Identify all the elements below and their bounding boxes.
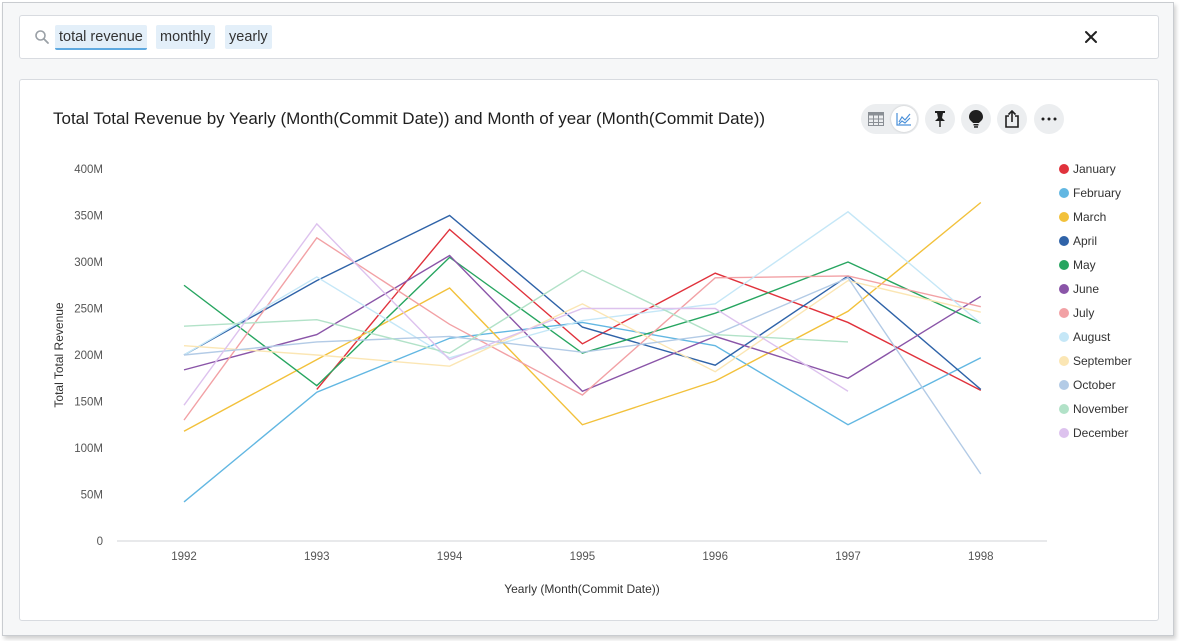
legend-swatch (1059, 380, 1069, 390)
legend-item: July (1073, 306, 1094, 320)
search-token-monthly[interactable]: monthly (156, 25, 215, 49)
legend-item: November (1073, 402, 1128, 416)
share-icon (1005, 110, 1019, 128)
series-line-september (183, 279, 981, 373)
table-view-button[interactable] (863, 106, 889, 132)
line-chart-icon (896, 113, 911, 126)
legend-swatch (1059, 164, 1069, 174)
y-tick-label: 400M (74, 164, 103, 176)
legend-item: February (1073, 186, 1121, 200)
legend-swatch (1059, 356, 1069, 366)
chart-title: Total Total Revenue by Yearly (Month(Com… (53, 109, 766, 128)
y-tick-label: 200M (74, 350, 103, 362)
line-chart: 0 50M 100M 150M 200M 250M 300M 350M 400M 1992 1993… (52, 162, 1132, 596)
legend-swatch (1059, 428, 1069, 438)
x-tick-label: 1998 (968, 551, 994, 563)
legend-item: April (1073, 234, 1097, 248)
pin-button[interactable] (925, 104, 955, 134)
close-icon[interactable] (1082, 28, 1100, 46)
view-toggle (861, 104, 919, 134)
legend-item: May (1073, 258, 1096, 272)
series-line-may (183, 256, 982, 387)
search-bar[interactable]: total revenue monthly yearly (19, 15, 1159, 59)
y-tick-label: 300M (74, 257, 103, 269)
legend-swatch (1059, 188, 1069, 198)
series-line-august (183, 210, 982, 359)
y-tick-label: 50M (81, 490, 103, 502)
x-tick-label: 1994 (437, 551, 463, 563)
more-icon (1041, 117, 1057, 121)
table-icon (868, 112, 884, 126)
legend-item: March (1073, 210, 1106, 224)
pin-icon (935, 111, 945, 127)
y-tick-label: 150M (74, 397, 103, 409)
search-token-yearly[interactable]: yearly (225, 25, 272, 49)
series-line-january (316, 228, 982, 391)
legend-item: December (1073, 426, 1128, 440)
legend-swatch (1059, 212, 1069, 222)
series-line-november (183, 269, 849, 354)
series-line-december (183, 222, 849, 406)
legend-swatch (1059, 404, 1069, 414)
legend-item: August (1073, 330, 1111, 344)
series-line-july (183, 236, 981, 421)
search-icon (35, 30, 49, 44)
legend-swatch (1059, 332, 1069, 342)
legend-item: June (1073, 282, 1099, 296)
legend-swatch (1059, 308, 1069, 318)
y-tick-label: 100M (74, 443, 103, 455)
legend-item: October (1073, 378, 1116, 392)
series-line-february (183, 321, 982, 503)
x-tick-label: 1997 (835, 551, 861, 563)
insights-button[interactable] (961, 104, 991, 134)
legend-swatch (1059, 236, 1069, 246)
more-options-button[interactable] (1034, 104, 1064, 134)
series-line-march (183, 201, 982, 432)
lightbulb-icon (969, 110, 983, 128)
legend-swatch (1059, 260, 1069, 270)
legend-item: September (1073, 354, 1132, 368)
chart-card: 0 50M 100M 150M 200M 250M 300M 350M 400M 1992 1993… (19, 79, 1159, 621)
share-button[interactable] (997, 104, 1027, 134)
x-tick-label: 1996 (702, 551, 728, 563)
x-axis-label: Yearly (Month(Commit Date)) (504, 582, 660, 596)
x-tick-label: 1992 (171, 551, 197, 563)
series-line-october (183, 276, 982, 475)
series-line-june (183, 254, 982, 393)
search-token-total-revenue[interactable]: total revenue (55, 25, 147, 50)
x-tick-label: 1993 (304, 551, 330, 563)
y-tick-label: 350M (74, 211, 103, 223)
chart-view-button[interactable] (891, 106, 917, 132)
legend-swatch (1059, 284, 1069, 294)
y-axis-label: Total Total Revenue (52, 302, 66, 408)
y-tick-label: 250M (74, 304, 103, 316)
y-tick-label: 0 (97, 536, 103, 548)
legend-item: January (1073, 162, 1116, 176)
x-tick-label: 1995 (570, 551, 596, 563)
